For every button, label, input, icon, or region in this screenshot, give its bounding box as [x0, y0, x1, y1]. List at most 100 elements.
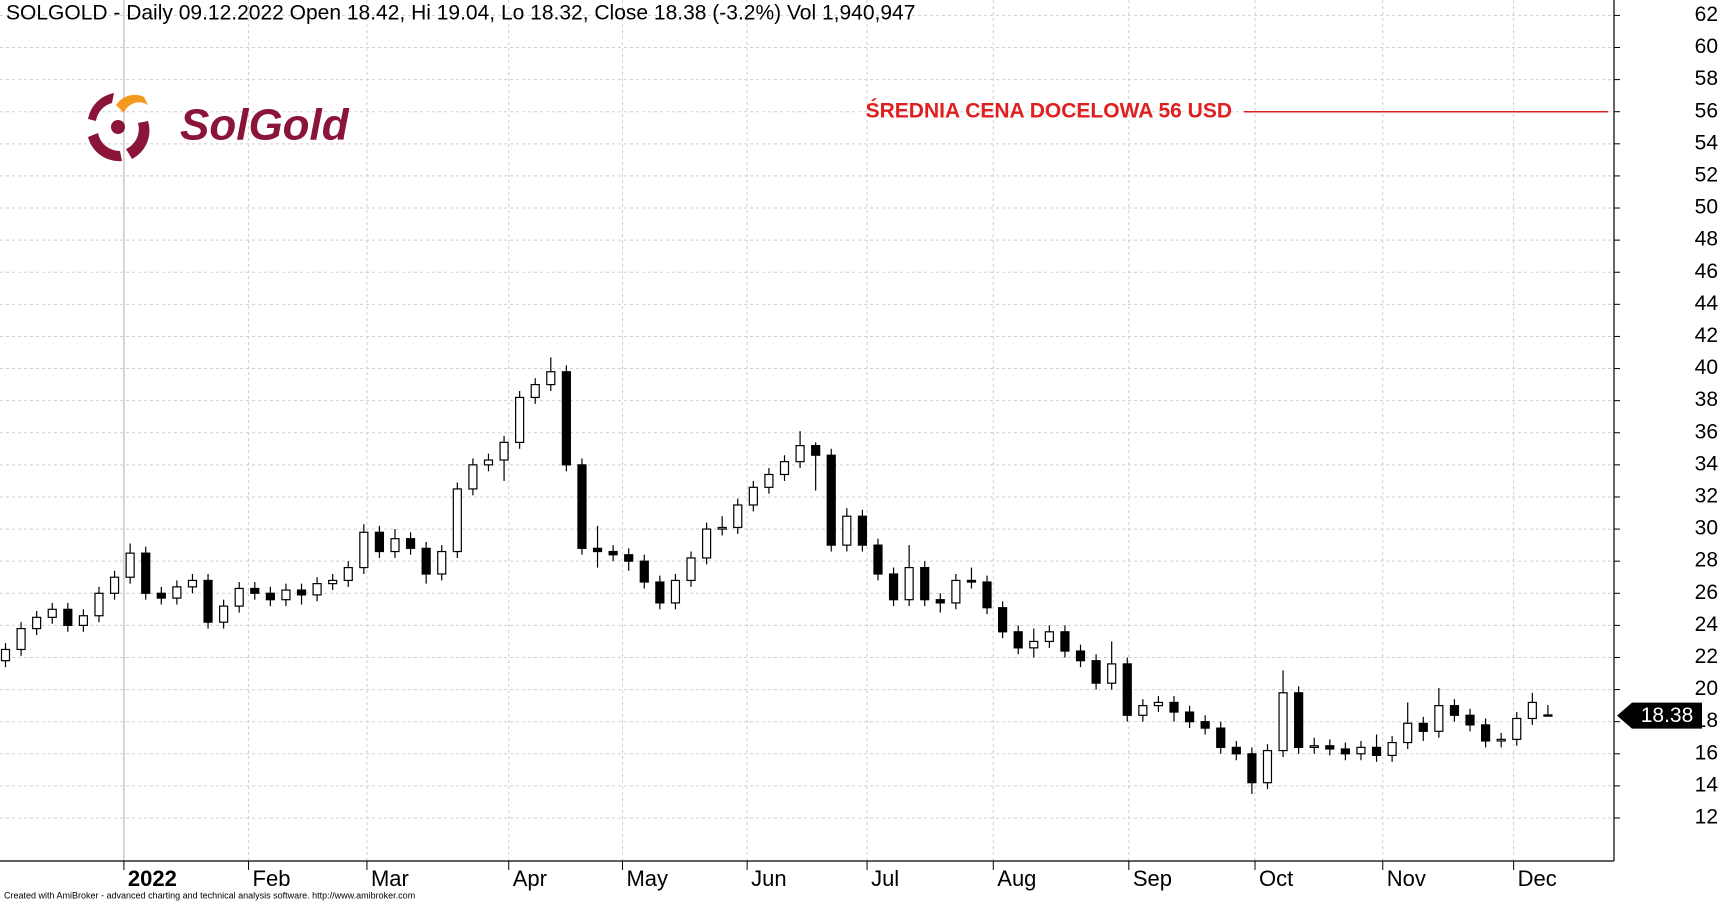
x-tick-label: Apr	[513, 866, 547, 891]
candles	[0, 357, 1553, 794]
candle-body	[437, 550, 447, 575]
candle-body	[125, 552, 135, 578]
candle-body	[608, 550, 618, 556]
candle-body	[888, 573, 899, 601]
y-tick-label: 14	[1695, 773, 1719, 796]
candle-body	[966, 579, 977, 583]
candle-body	[296, 589, 307, 596]
credits: Created with AmiBroker - advanced charti…	[4, 890, 415, 900]
candle-body	[515, 396, 525, 443]
x-tick-label: Aug	[997, 866, 1036, 891]
candle-body	[1512, 717, 1522, 740]
y-tick-label: 52	[1695, 163, 1718, 186]
logo-text: SolGold	[180, 101, 350, 150]
candle-body	[1340, 748, 1350, 755]
candle-body	[1434, 705, 1444, 732]
y-tick-label: 28	[1695, 549, 1718, 572]
candle-body	[405, 538, 416, 549]
candle-body	[701, 528, 712, 559]
candle-body	[1449, 705, 1460, 716]
candle-body	[47, 608, 57, 618]
x-tick-label: Nov	[1387, 866, 1426, 891]
y-tick-label: 58	[1695, 67, 1718, 90]
candle-body	[1153, 701, 1164, 707]
candle-body	[1371, 746, 1382, 756]
y-tick-label: 22	[1695, 645, 1718, 668]
candle-body	[920, 566, 930, 601]
candle-body	[343, 566, 353, 582]
logo: SolGold	[88, 93, 350, 162]
candle-body	[1496, 738, 1506, 742]
candle-body	[234, 587, 244, 607]
candle-body	[1403, 722, 1413, 744]
x-tick-label: Mar	[371, 866, 409, 891]
x-tick-label: Jul	[871, 866, 899, 891]
last-price-box	[1617, 702, 1702, 729]
candle-body	[873, 544, 883, 575]
candle-body	[1387, 741, 1397, 756]
candle-body	[1418, 722, 1428, 732]
candle-body	[1200, 721, 1210, 729]
candle-body	[374, 531, 385, 553]
candle-body	[281, 589, 291, 601]
candle-body	[1029, 640, 1039, 649]
logo-icon	[88, 93, 150, 162]
candle-body	[468, 464, 478, 490]
x-tick-label: 2022	[128, 866, 177, 891]
candle-body	[483, 459, 494, 466]
y-tick-label: 54	[1695, 131, 1719, 154]
candle-body	[203, 579, 213, 623]
candle-body	[1294, 692, 1304, 748]
candle-body	[998, 607, 1008, 633]
candle-body	[1356, 746, 1366, 755]
x-tick-label: Oct	[1259, 866, 1293, 891]
chart-title: SOLGOLD - Daily 09.12.2022 Open 18.42, H…	[6, 2, 915, 25]
candle-body	[219, 605, 229, 623]
candle-body	[78, 615, 89, 626]
candle-body	[390, 538, 400, 553]
y-tick-label: 12	[1695, 806, 1718, 829]
x-tick-label: Feb	[253, 866, 291, 891]
y-tick-label: 40	[1695, 356, 1718, 379]
candle-body	[935, 599, 945, 604]
grid	[0, 0, 1614, 861]
candle-body	[1527, 701, 1537, 720]
x-tick-label: Sep	[1133, 866, 1172, 891]
candle-body	[795, 444, 805, 463]
y-tick-label: 34	[1695, 452, 1719, 475]
candle-body	[1216, 727, 1226, 748]
candle-body	[733, 504, 743, 529]
y-tick-label: 44	[1695, 292, 1719, 315]
candle-body	[452, 488, 462, 553]
candle-body	[670, 579, 681, 604]
candle-body	[109, 576, 120, 594]
candle-body	[530, 383, 540, 399]
candle-body	[1138, 705, 1148, 716]
y-tick-label: 24	[1695, 613, 1719, 636]
candle-body	[842, 515, 852, 546]
candle-body	[32, 616, 42, 630]
candle-body	[811, 444, 821, 456]
y-tick-label: 62	[1695, 3, 1718, 26]
candle-body	[546, 371, 556, 386]
candle-body	[1122, 663, 1132, 716]
candle-body	[359, 531, 369, 569]
candle-body	[0, 648, 11, 662]
y-tick-label: 56	[1695, 99, 1718, 122]
y-tick-label: 20	[1695, 677, 1718, 700]
candle-body	[1309, 745, 1319, 748]
y-tick-label: 36	[1695, 420, 1718, 443]
candle-body	[826, 454, 836, 546]
candle-body	[1262, 749, 1273, 784]
candle-body	[265, 592, 275, 601]
x-tick-label: May	[626, 866, 668, 891]
y-tick-label: 26	[1695, 581, 1718, 604]
candle-body	[1107, 663, 1117, 684]
candle-body	[187, 579, 198, 588]
candle-body	[1325, 745, 1335, 750]
y-tick-label: 46	[1695, 260, 1718, 283]
candle-body	[94, 592, 104, 617]
candle-body	[250, 587, 260, 594]
